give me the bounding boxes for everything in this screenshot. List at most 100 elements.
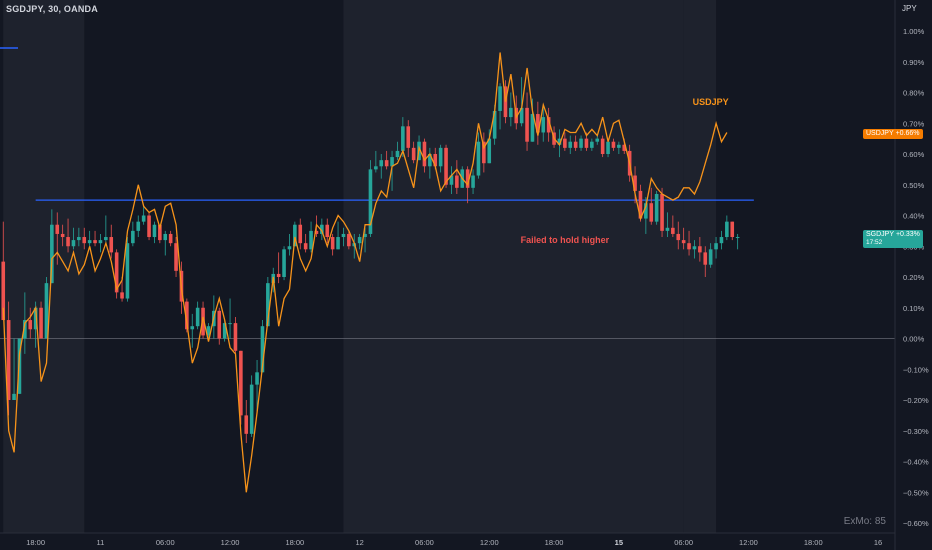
candle-body: [163, 233, 168, 241]
candle-body: [374, 166, 378, 170]
candle-body: [147, 215, 151, 238]
x-tick-label: 18:00: [804, 538, 823, 547]
candle-body: [719, 237, 724, 244]
candle-body: [98, 240, 103, 244]
candle-body: [449, 175, 454, 185]
candle-body: [676, 233, 681, 241]
candle-body: [368, 169, 373, 234]
y-axis: 1.00%0.90%0.80%0.70%0.60%0.50%0.40%0.30%…: [894, 0, 929, 550]
candle-body: [541, 117, 546, 133]
candle-body: [357, 237, 362, 244]
candle-body: [325, 224, 330, 238]
candle-body: [303, 243, 308, 250]
candle-body: [347, 233, 351, 247]
y-tick-label: 0.50%: [903, 181, 925, 190]
candle-body: [93, 240, 97, 244]
y-tick-label: −0.50%: [903, 488, 929, 497]
candle-body: [465, 169, 470, 188]
x-tick-label: 11: [97, 538, 105, 547]
candle-body: [563, 138, 567, 148]
candle-body: [206, 326, 211, 336]
candle-body: [293, 224, 297, 247]
candle-body: [384, 160, 389, 167]
candle-body: [114, 252, 119, 293]
candle-body: [509, 107, 513, 118]
candle-body: [195, 307, 200, 327]
candle-body: [341, 233, 346, 238]
sgdjpy-tag-symbol: SGDJPY: [866, 231, 895, 239]
candle-body: [266, 283, 270, 327]
candle-body: [568, 141, 573, 148]
y-tick-label: 0.20%: [903, 273, 925, 282]
candle-body: [692, 246, 697, 250]
candle-body: [131, 230, 135, 244]
candle-body: [104, 237, 108, 241]
candle-body: [336, 237, 340, 250]
candle-body: [455, 175, 459, 188]
candle-body: [255, 372, 259, 385]
x-tick-label: 06:00: [156, 538, 175, 547]
x-tick-label: 12:00: [480, 538, 499, 547]
candle-body: [249, 384, 254, 434]
candle-body: [471, 175, 475, 188]
candle-body: [185, 301, 189, 330]
y-tick-label: −0.30%: [903, 427, 929, 436]
candle-body: [649, 203, 654, 222]
sgdjpy-tag-value: +0.33%: [895, 231, 920, 239]
session-band: [3, 0, 85, 533]
candle-body: [77, 237, 81, 241]
candle-body: [276, 273, 281, 277]
candle-body: [309, 230, 313, 250]
candle-body: [606, 141, 610, 154]
candle-body: [60, 233, 65, 238]
candle-body: [28, 320, 33, 330]
candle-body: [573, 141, 578, 148]
y-tick-label: 0.90%: [903, 58, 925, 67]
candle-body: [244, 415, 249, 434]
y-tick-label: 0.60%: [903, 150, 925, 159]
candle-body: [1, 261, 6, 321]
x-tick-label: 06:00: [415, 538, 434, 547]
sgdjpy-tag-countdown: 17:52: [866, 239, 883, 247]
candle-body: [492, 110, 497, 139]
candle-body: [298, 224, 303, 244]
candle-body: [152, 224, 157, 238]
y-tick-label: −0.40%: [903, 458, 929, 467]
candle-body: [379, 160, 384, 167]
session-bands: [3, 0, 717, 533]
usdjpy-price-tag: USDJPY +0.66%: [863, 129, 923, 139]
candle-body: [314, 230, 319, 234]
x-tick-label: 18:00: [545, 538, 564, 547]
candle-body: [622, 144, 627, 151]
candle-body: [444, 147, 448, 185]
candle-body: [87, 240, 92, 244]
x-tick-label: 18:00: [26, 538, 45, 547]
candle-body: [584, 138, 589, 148]
candle-body: [395, 150, 400, 158]
y-tick-label: 0.00%: [903, 335, 925, 344]
y-tick-label: 0.80%: [903, 89, 925, 98]
candle-body: [282, 249, 286, 277]
candle-body: [287, 246, 292, 250]
x-tick-label: 15: [615, 538, 623, 547]
candle-body: [50, 224, 54, 284]
candle-body: [595, 138, 600, 142]
candle-body: [23, 320, 27, 339]
candle-body: [428, 154, 432, 167]
candle-body: [222, 323, 227, 339]
candle-body: [703, 252, 708, 265]
candle-body: [239, 350, 243, 416]
candle-body: [125, 243, 130, 299]
candle-body: [422, 141, 427, 167]
candle-body: [557, 138, 562, 145]
candle-body: [401, 126, 405, 151]
candle-body: [406, 126, 411, 148]
candle-body: [82, 237, 87, 244]
sgdjpy-price-tag: SGDJPY +0.33% 17:52: [863, 230, 923, 249]
candle-body: [708, 249, 713, 265]
candle-body: [136, 221, 141, 231]
candle-body: [174, 243, 178, 271]
sgdjpy-candles: [1, 77, 740, 444]
candle-body: [33, 307, 38, 330]
